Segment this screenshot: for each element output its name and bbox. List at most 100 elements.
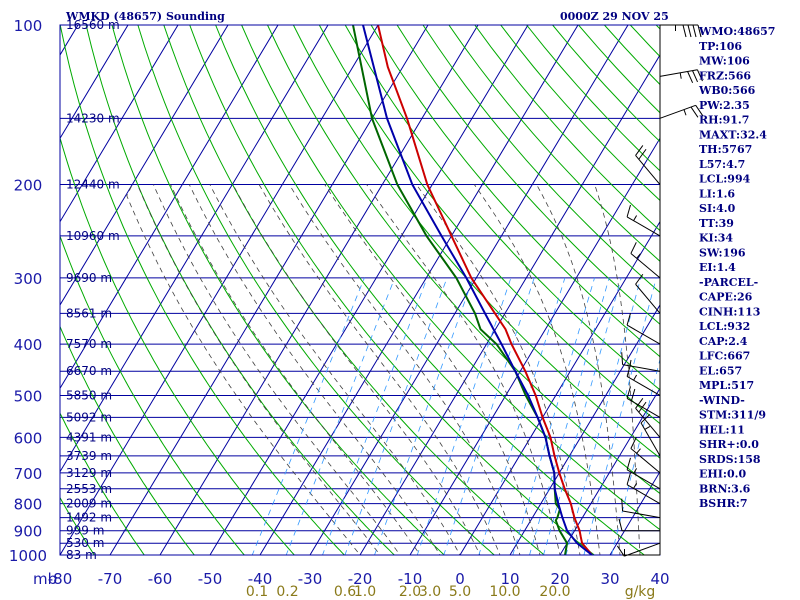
dry-adiabat-line — [60, 136, 295, 555]
wind-full-barb — [630, 437, 637, 449]
moist-adiabat-line — [188, 184, 441, 555]
pressure-label-100: 100 — [14, 17, 43, 35]
dry-adiabat-line — [60, 325, 195, 555]
wind-barb-staff — [635, 283, 661, 314]
wind-half-barb — [633, 215, 638, 221]
temperature-label--70: -70 — [98, 570, 123, 588]
wind-barb — [640, 413, 661, 457]
mixing-ratio-line — [322, 277, 428, 555]
height-label: 7570 m — [66, 337, 112, 351]
wind-full-barb — [640, 413, 651, 424]
wind-barb-staff — [630, 448, 661, 474]
temperature-label--20: -20 — [348, 570, 373, 588]
mixing-ratio-line — [285, 277, 396, 555]
temperature-label--40: -40 — [248, 570, 273, 588]
index-6: RH:91.7 — [699, 114, 749, 127]
mixing-ratio-line — [543, 277, 622, 555]
wind-full-barb — [630, 242, 637, 254]
wind-barb — [630, 242, 661, 279]
index-12: SI:4.0 — [699, 202, 736, 215]
wind-full-barb — [626, 386, 631, 399]
wind-barb — [659, 104, 704, 119]
wind-barb — [626, 364, 661, 396]
isotherm-line — [409, 137, 660, 555]
mixing-ratio-label: 1.0 — [354, 584, 376, 600]
wind-barb — [621, 498, 661, 519]
height-label: 83 m — [66, 548, 97, 562]
wind-full-barb — [626, 364, 631, 377]
index-8: TH:5767 — [699, 143, 752, 156]
index-18: CAPE:26 — [699, 291, 753, 304]
index-32: BSHR:7 — [699, 497, 748, 510]
wind-full-barb — [626, 472, 631, 485]
wind-full-barb — [690, 106, 699, 118]
height-label: 16560 m — [66, 18, 120, 32]
dry-adiabat-line — [85, 25, 396, 555]
wind-barbs — [616, 24, 704, 557]
wind-barb — [626, 386, 661, 418]
temperature-label--50: -50 — [198, 570, 223, 588]
pressure-label-500: 500 — [14, 387, 43, 405]
dry-adiabat-line — [137, 25, 496, 555]
height-labels: 16560 m 14230 m 12440 m 10960 m 9690 m 8561 m… — [66, 18, 120, 562]
isotherm-line — [459, 220, 660, 555]
wind-barb-staff — [626, 484, 661, 505]
wind-barb — [635, 145, 661, 185]
pressure-label-200: 200 — [14, 177, 43, 195]
wind-full-barb — [616, 545, 625, 557]
temperature-label-40: 40 — [650, 570, 669, 588]
wind-full-barb — [638, 148, 647, 160]
mixing-ratio-label: 3.0 — [419, 584, 441, 600]
mixing-ratio-label: 0.2 — [276, 584, 298, 600]
height-label: 530 m — [66, 536, 104, 550]
wind-half-barb — [633, 374, 638, 381]
dry-adiabat-line — [60, 234, 245, 555]
wind-half-barb — [679, 72, 682, 79]
wind-barb — [618, 518, 660, 532]
mixing-ratio-label: 0.1 — [246, 584, 268, 600]
dry-adiabat-line — [60, 412, 145, 555]
isotherm-line — [559, 387, 660, 555]
wind-half-barb — [633, 482, 638, 489]
height-label: 14230 m — [66, 111, 120, 125]
dry-adiabat-line — [448, 25, 660, 262]
index-22: LFC:667 — [699, 350, 750, 363]
wind-full-barb — [626, 457, 631, 470]
moist-adiabat-line — [232, 184, 481, 555]
index-5: PW:2.35 — [699, 99, 750, 112]
height-label: 999 m — [66, 524, 104, 538]
index-27: HEL:11 — [699, 423, 745, 436]
height-label: 8561 m — [66, 306, 112, 320]
isotherm-line — [209, 25, 529, 555]
height-label: 10960 m — [66, 229, 120, 243]
index-3: FRZ:566 — [699, 69, 751, 82]
mixing-ratio-labels: 0.1 0.2 0.61.0 2.03.0 5.0 10.0 20.0 g/kg — [246, 584, 655, 600]
index-1: TP:106 — [699, 40, 742, 53]
moist-adiabat-line — [594, 184, 641, 555]
wind-barb — [630, 437, 661, 474]
wind-barb-staff — [626, 216, 661, 237]
wind-barb-staff — [622, 510, 661, 519]
mixing-ratio-label: 20.0 — [539, 584, 570, 600]
wind-barb-staff — [630, 253, 661, 279]
wind-barb — [621, 352, 661, 372]
wind-barb — [659, 69, 703, 84]
moist-adiabat-line — [473, 184, 601, 555]
pressure-axis: 100 200 300 400 500 600 700 800 900 1000 mb — [9, 17, 57, 588]
wind-full-barb — [692, 70, 698, 83]
wind-full-barb — [682, 24, 687, 38]
moist-adiabat-line — [258, 184, 501, 555]
index-21: CAP:2.4 — [699, 335, 748, 348]
wind-barb-staff — [622, 364, 661, 372]
mixing-ratio-label: 2.0 — [399, 584, 421, 600]
moist-adiabat-line — [288, 184, 521, 555]
background-grid — [60, 25, 660, 555]
mixing-ratio-label: 10.0 — [489, 584, 520, 600]
index-11: LI:1.6 — [699, 187, 735, 200]
temperature-label--80: -80 — [48, 570, 73, 588]
mixing-ratio-line — [611, 357, 660, 555]
mixing-ratio-line — [416, 277, 512, 555]
wind-barb-staff — [640, 422, 661, 457]
